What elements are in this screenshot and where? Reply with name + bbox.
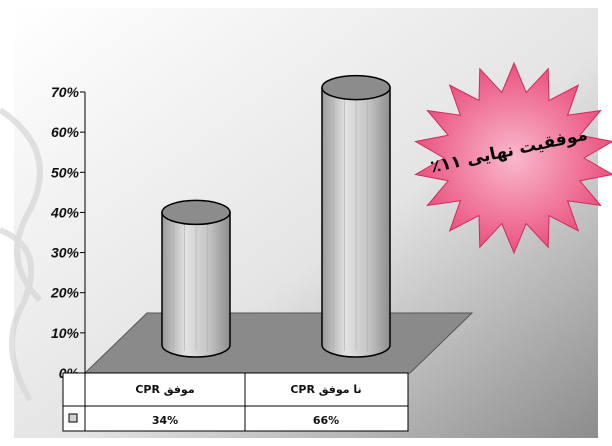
bar-top [321, 74, 391, 101]
y-tick-label: 30% [51, 245, 80, 261]
y-tick-label: 50% [51, 164, 80, 180]
starburst-shape [414, 61, 612, 255]
y-tick-label: 20% [50, 285, 80, 301]
bar-top [161, 199, 231, 226]
y-tick-label: 70% [51, 84, 80, 100]
callout-starburst: موفقیت نهایی ۱۱٪ [414, 61, 612, 255]
table-header-category-2: نا موفق CPR [290, 383, 361, 396]
y-tick-label: 10% [51, 325, 80, 341]
table-value-category-2: 66% [313, 414, 339, 427]
bar-1 [161, 199, 231, 358]
y-axis-ticks: 0%10%20%30%40%50%60%70% [50, 84, 85, 381]
y-tick-label: 40% [50, 204, 80, 220]
table-header-category-1: موفق CPR [135, 383, 194, 396]
legend-key [68, 413, 78, 423]
table-value-category-1: 34% [152, 414, 178, 427]
data-table: موفق CPR نا موفق CPR 34% 66% [62, 372, 409, 432]
y-tick-label: 60% [51, 124, 80, 140]
bars-group [161, 74, 391, 358]
bar-2 [321, 74, 391, 358]
background-decoration [0, 107, 43, 402]
chart-floor [83, 312, 474, 374]
